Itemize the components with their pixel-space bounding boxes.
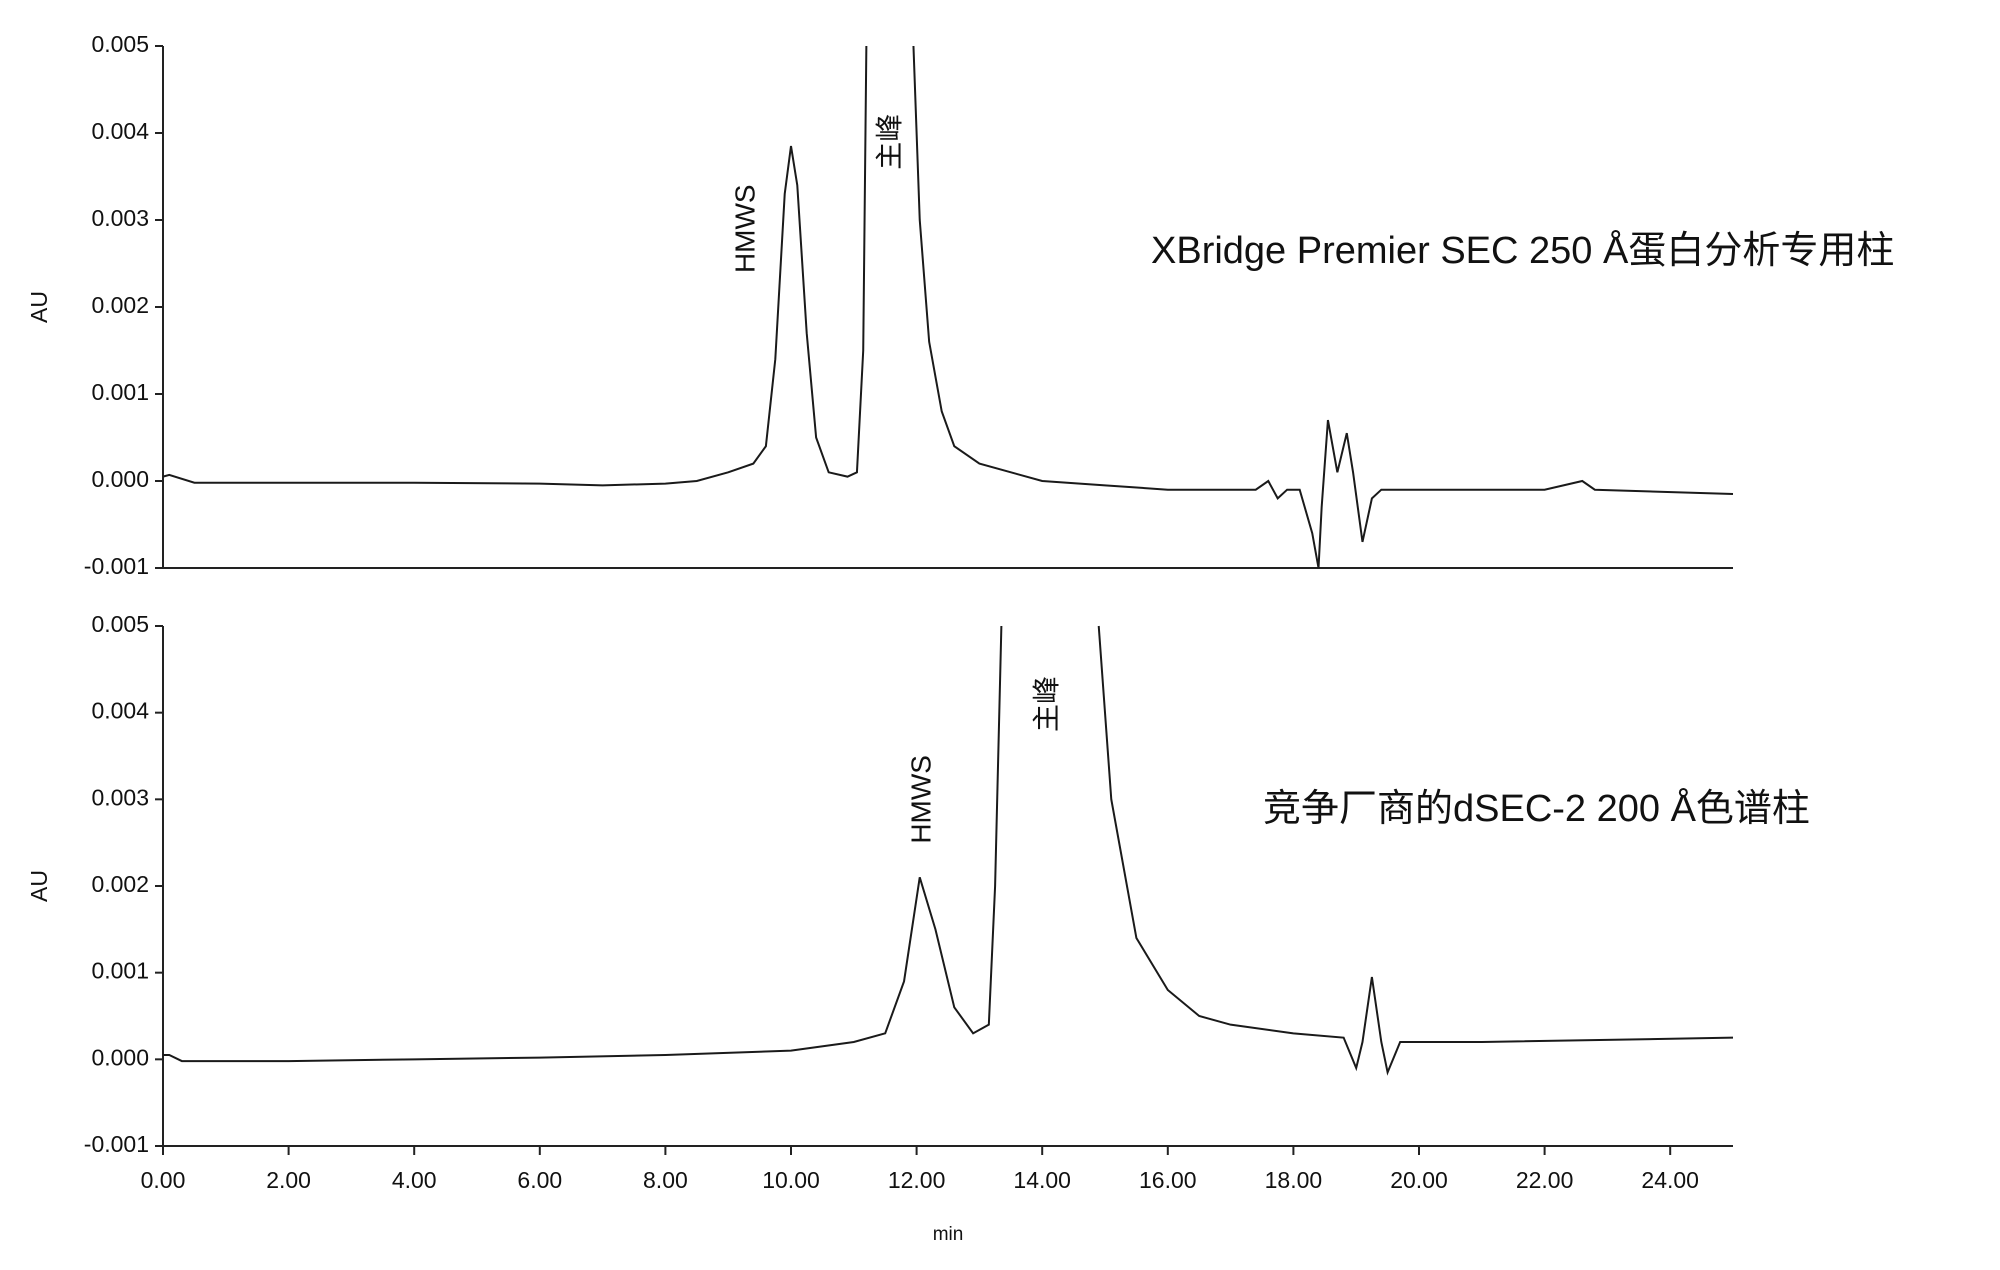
x-tick-label: 24.00 — [1641, 1167, 1699, 1193]
peak-annotation: HMWS — [729, 184, 760, 273]
y-tick-label: 0.001 — [91, 958, 149, 984]
x-tick-label: 12.00 — [888, 1167, 946, 1193]
y-tick-label: 0.000 — [91, 1044, 149, 1070]
x-tick-label: 16.00 — [1139, 1167, 1197, 1193]
x-tick-label: 8.00 — [643, 1167, 688, 1193]
y-tick-label: -0.001 — [84, 1131, 149, 1157]
x-tick-label: 4.00 — [392, 1167, 437, 1193]
x-tick-label: 6.00 — [517, 1167, 562, 1193]
y-tick-label: 0.005 — [91, 611, 149, 637]
x-tick-label: 10.00 — [762, 1167, 820, 1193]
x-tick-label: 18.00 — [1265, 1167, 1323, 1193]
y-axis-label: AU — [26, 870, 52, 902]
y-tick-label: 0.002 — [91, 871, 149, 897]
x-tick-label: 14.00 — [1013, 1167, 1071, 1193]
y-tick-label: 0.003 — [91, 784, 149, 810]
y-tick-label: -0.001 — [84, 553, 149, 579]
chromatogram-line — [162, 45, 1734, 569]
x-axis-label: min — [933, 1224, 964, 1245]
y-axis-label: AU — [26, 291, 52, 323]
x-tick-label: 0.00 — [141, 1167, 186, 1193]
x-tick-label: 2.00 — [266, 1167, 311, 1193]
y-tick-label: 0.001 — [91, 379, 149, 405]
x-tick-label: 22.00 — [1516, 1167, 1574, 1193]
y-tick-label: 0.002 — [91, 292, 149, 318]
y-tick-label: 0.003 — [91, 205, 149, 231]
peak-annotation: HMWS — [905, 755, 936, 844]
y-tick-label: 0.004 — [91, 118, 149, 144]
chromatogram-line — [163, 625, 1734, 1076]
peak-annotation: 主峰 — [1031, 676, 1062, 732]
y-tick-label: 0.004 — [91, 698, 149, 724]
series-label: XBridge Premier SEC 250 Å蛋白分析专用柱 — [1151, 228, 1894, 272]
peak-annotation: 主峰 — [874, 114, 905, 170]
series-label: 竞争厂商的dSEC-2 200 Å色谱柱 — [1263, 786, 1810, 830]
y-tick-label: 0.005 — [91, 31, 149, 57]
x-tick-label: 20.00 — [1390, 1167, 1448, 1193]
y-tick-label: 0.000 — [91, 466, 149, 492]
